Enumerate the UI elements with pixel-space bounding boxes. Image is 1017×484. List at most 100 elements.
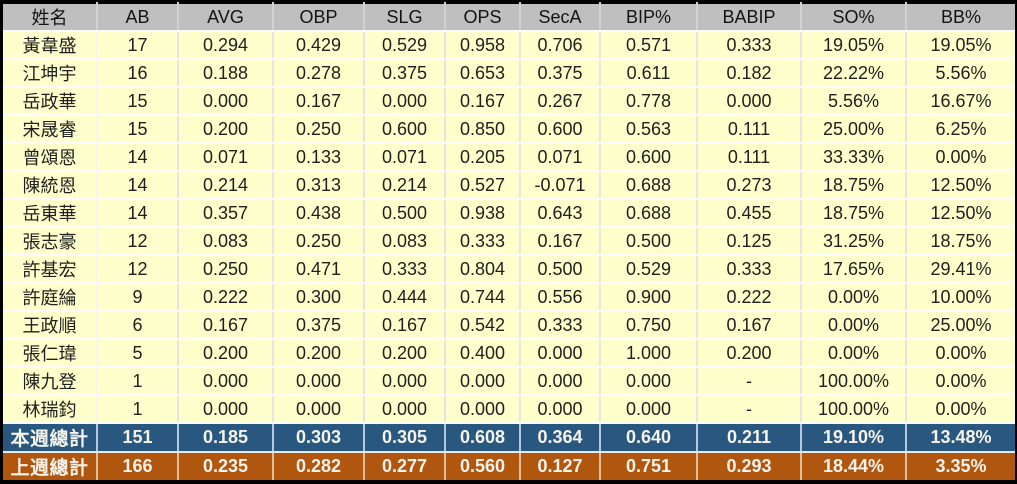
stat-cell: 0.205 [445,143,521,172]
stat-cell: 0.167 [697,311,802,340]
table-row: 林瑞鈞 1 0.000 0.000 0.000 0.000 0.000 0.000-100.0… [3,395,1015,424]
stat-cell: 6.25% [906,115,1015,144]
stat-cell: 0.250 [273,227,365,256]
total-stat-cell: 151 [97,423,179,453]
stat-cell: 0.00% [801,339,907,368]
stat-cell: 0.125 [697,227,802,256]
player-name-cell: 江坤宇 [3,59,98,88]
table-row: 岳政華 15 0.000 0.167 0.000 0.167 0.267 0.778 0.000… [3,87,1015,116]
column-header: OBP [273,2,365,32]
stat-cell: 17.65% [801,255,907,284]
stat-cell: 14 [97,143,179,172]
table-row: 許基宏 12 0.250 0.471 0.333 0.804 0.500 0.529 0.333… [3,255,1015,284]
total-stat-cell: 0.751 [600,452,698,480]
total-row-last-week: 上週總計 166 0.235 0.282 0.277 0.560 0.127 0.751 0.2… [3,452,1015,480]
stat-cell: 0.00% [906,395,1015,424]
stat-cell: 0.400 [445,339,521,368]
stat-cell: -0.071 [520,171,601,200]
stat-cell: 25.00% [906,311,1015,340]
stat-cell: 0.571 [600,31,698,60]
stat-cell: 0.200 [364,339,446,368]
stat-cell: 18.75% [801,171,907,200]
stat-cell: 0.214 [364,171,446,200]
stat-cell: 0.071 [178,143,274,172]
stat-cell: 0.111 [697,143,802,172]
stat-cell: 16 [97,59,179,88]
stat-cell: 0.804 [445,255,521,284]
stat-cell: 22.22% [801,59,907,88]
stat-cell: 0.071 [520,143,601,172]
stat-cell: 14 [97,199,179,228]
stat-cell: 0.071 [364,143,446,172]
stat-cell: 0.900 [600,283,698,312]
stat-cell: 6 [97,311,179,340]
stat-cell: 0.111 [697,115,802,144]
stat-cell: 0.182 [697,59,802,88]
stat-cell: 16.67% [906,87,1015,116]
stat-cell: 0.00% [801,283,907,312]
stat-cell: 0.278 [273,59,365,88]
stat-cell: 0.471 [273,255,365,284]
stat-cell: 0.200 [697,339,802,368]
stat-cell: 0.500 [600,227,698,256]
stat-cell: 0.600 [364,115,446,144]
stat-cell: 100.00% [801,395,907,424]
column-header: BIP% [600,2,698,32]
stat-cell: 0.000 [273,395,365,424]
table-row: 岳東華 14 0.357 0.438 0.500 0.938 0.643 0.688 0.455… [3,199,1015,228]
player-name-cell: 岳東華 [3,199,98,228]
stat-cell: 0.455 [697,199,802,228]
stat-cell: 0.850 [445,115,521,144]
stat-cell: 0.500 [520,255,601,284]
total-stat-cell: 0.127 [520,452,601,480]
stat-cell: 0.375 [364,59,446,88]
stat-cell: 12.50% [906,171,1015,200]
stat-cell: 33.33% [801,143,907,172]
stat-cell: 19.05% [906,31,1015,60]
stat-cell: 1.000 [600,339,698,368]
stat-cell: 0.500 [364,199,446,228]
total-stat-cell: 0.560 [445,452,521,480]
stat-cell: 0.313 [273,171,365,200]
stat-cell: 0.00% [906,367,1015,396]
stat-cell: 0.688 [600,171,698,200]
stat-cell: 0.214 [178,171,274,200]
stat-cell: 0.653 [445,59,521,88]
stat-cell: 0.167 [364,311,446,340]
stat-cell: 0.267 [520,87,601,116]
total-stat-cell: 166 [97,452,179,480]
stat-cell: 0.00% [801,311,907,340]
total-stat-cell: 3.35% [906,452,1015,480]
player-name-cell: 陳九登 [3,367,98,396]
total-stat-cell: 0.364 [520,423,601,453]
total-stat-cell: 19.10% [801,423,907,453]
stat-cell: 18.75% [906,227,1015,256]
stat-cell: 0.600 [600,143,698,172]
stat-cell: 0.444 [364,283,446,312]
column-header: SO% [801,2,907,32]
stat-cell: 0.000 [178,87,274,116]
player-name-cell: 王政順 [3,311,98,340]
stat-cell: 0.000 [520,339,601,368]
stat-cell: 0.000 [178,367,274,396]
player-name-cell: 曾頌恩 [3,143,98,172]
stat-cell: 0.706 [520,31,601,60]
header-row: 姓名 AB AVG OBP SLG OPS SecA BIP% BABIP SO% BB% [3,2,1015,32]
stat-cell: 0.294 [178,31,274,60]
stat-cell: - [697,395,802,424]
stat-cell: 29.41% [906,255,1015,284]
stat-cell: 0.542 [445,311,521,340]
stat-cell: 12 [97,227,179,256]
stat-cell: 0.333 [697,31,802,60]
table-row: 張仁瑋 5 0.200 0.200 0.200 0.400 0.000 1.000 0.200 0… [3,339,1015,368]
stat-cell: 5 [97,339,179,368]
table-row: 宋晟睿 15 0.200 0.250 0.600 0.850 0.600 0.563 0.111… [3,115,1015,144]
stat-cell: 1 [97,395,179,424]
total-row-this-week: 本週總計 151 0.185 0.303 0.305 0.608 0.364 0.640 0.2… [3,423,1015,453]
stat-cell: 0.529 [364,31,446,60]
column-header: BABIP [697,2,802,32]
stat-cell: 12 [97,255,179,284]
stat-cell: 12.50% [906,199,1015,228]
stat-cell: 0.000 [445,367,521,396]
